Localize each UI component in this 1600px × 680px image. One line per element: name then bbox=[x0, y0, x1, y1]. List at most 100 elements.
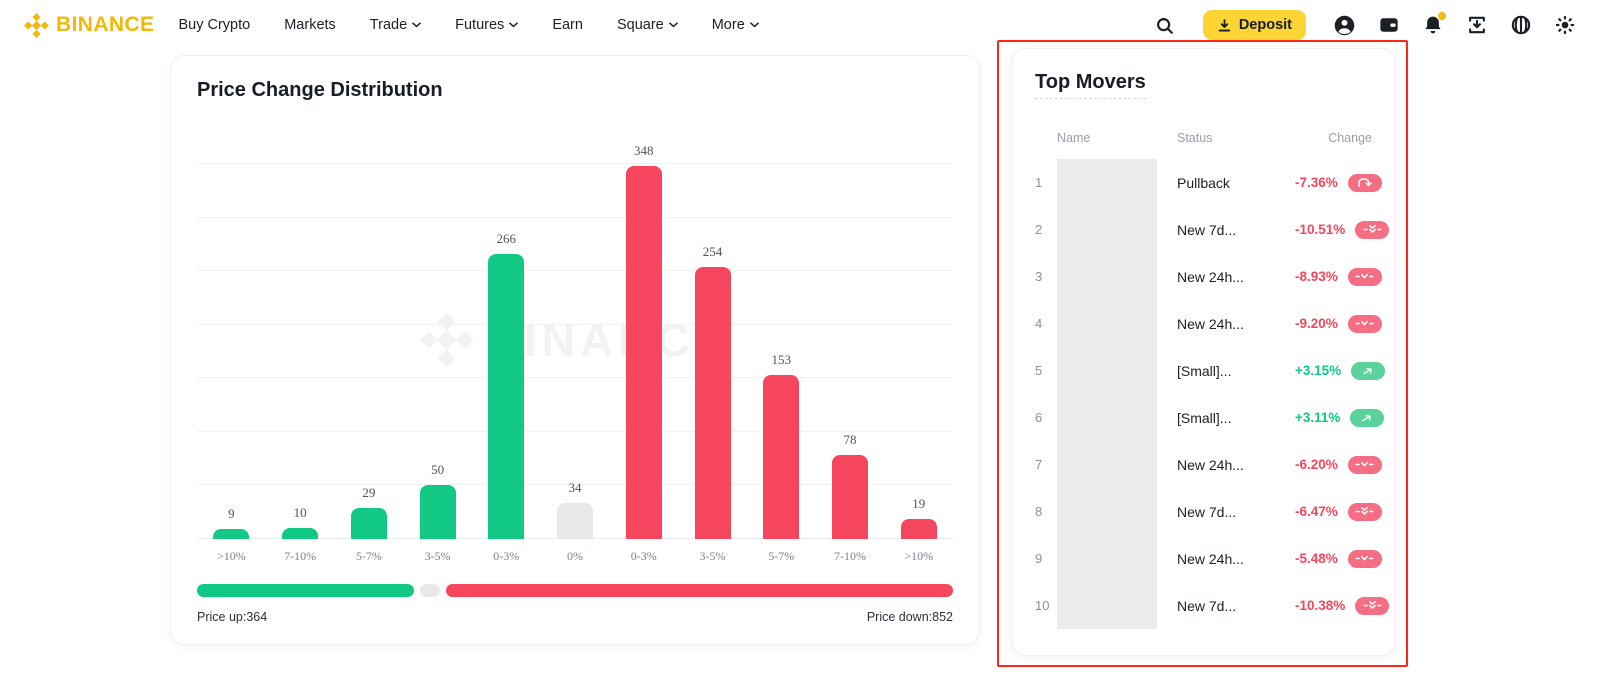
chart-footer: Price up:364 Price down:852 bbox=[197, 610, 953, 624]
table-row[interactable]: 7 New 24h... -6.20% bbox=[1035, 441, 1382, 488]
user-icon[interactable] bbox=[1333, 14, 1356, 37]
change-percent: -6.47% bbox=[1295, 504, 1338, 519]
globe-icon[interactable] bbox=[1509, 14, 1532, 37]
x-axis-tick-label: 7-10% bbox=[284, 549, 317, 563]
status-label: [Small]... bbox=[1177, 362, 1232, 379]
x-axis-tick-label: 3-5% bbox=[424, 549, 451, 563]
theme-icon[interactable] bbox=[1553, 14, 1576, 37]
neutral-segment bbox=[419, 584, 440, 597]
arrow-up-right-icon bbox=[1350, 408, 1385, 427]
chart-bar-0-3-green[interactable] bbox=[488, 254, 525, 539]
status-label: New 24h... bbox=[1177, 315, 1244, 332]
pullback-arrow-icon bbox=[1347, 173, 1382, 192]
column-header-name: Name bbox=[1057, 131, 1091, 145]
bar-slot: 29 bbox=[334, 164, 403, 539]
double-chevron-down-icon bbox=[1355, 220, 1390, 239]
name-placeholder bbox=[1057, 300, 1157, 347]
top-movers-header-row: Name Status Change bbox=[1035, 131, 1372, 145]
nav-item-more[interactable]: More bbox=[712, 17, 759, 33]
chart-bar-7-10-green[interactable] bbox=[282, 528, 319, 539]
top-movers-card: Top Movers Name Status Change 1 Pullback -… bbox=[1012, 48, 1395, 656]
gridline bbox=[197, 270, 953, 272]
bell-icon[interactable] bbox=[1421, 11, 1446, 37]
chevron-down-icon bbox=[1347, 267, 1382, 286]
chart-bar-5-7-green[interactable] bbox=[350, 507, 387, 539]
x-axis-tick-label: 5-7% bbox=[355, 549, 382, 563]
bar-slot: 34 bbox=[541, 164, 610, 539]
nav-item-label: Futures bbox=[455, 17, 505, 33]
chart-bar-10-red[interactable] bbox=[900, 518, 937, 539]
search-icon[interactable] bbox=[1153, 14, 1176, 37]
chart-plot: BINANCE 9 10 29 50 266 34 348 254 153 78 19 bbox=[197, 143, 953, 539]
table-row[interactable]: 8 New 7d... -6.47% bbox=[1035, 488, 1382, 535]
chevron-down-icon bbox=[1347, 549, 1382, 568]
gridline bbox=[197, 216, 953, 218]
row-rank: 6 bbox=[1035, 410, 1043, 425]
table-row[interactable]: 6 [Small]... +3.11% bbox=[1035, 394, 1385, 441]
change-percent: -6.20% bbox=[1295, 457, 1338, 472]
bars-row: 9 10 29 50 266 34 348 254 153 78 19 bbox=[197, 143, 953, 539]
bar-slot: 78 bbox=[816, 164, 885, 539]
nav-item-square[interactable]: Square bbox=[617, 17, 678, 33]
nav-item-buy-crypto[interactable]: Buy Crypto bbox=[178, 17, 250, 33]
chart-bar-7-10-red[interactable] bbox=[831, 455, 868, 539]
up-down-ratio-bar bbox=[197, 584, 953, 597]
chevron-down-icon bbox=[1347, 455, 1382, 474]
bar-slot: 254 bbox=[678, 164, 747, 539]
table-row[interactable]: 4 New 24h... -9.20% bbox=[1035, 300, 1382, 347]
nav-item-earn[interactable]: Earn bbox=[552, 17, 583, 33]
arrow-up-right-icon bbox=[1351, 361, 1386, 380]
bar-slot: 9 bbox=[197, 164, 266, 539]
x-axis-tick-label: >10% bbox=[216, 549, 246, 563]
nav-item-futures[interactable]: Futures bbox=[455, 17, 519, 33]
row-rank: 1 bbox=[1035, 175, 1043, 190]
nav-item-label: Earn bbox=[552, 17, 583, 33]
chart-title: Price Change Distribution bbox=[197, 79, 443, 101]
bar-slot: 50 bbox=[403, 164, 472, 539]
change-percent: -10.51% bbox=[1295, 222, 1346, 237]
nav-item-markets[interactable]: Markets bbox=[284, 17, 336, 33]
nav-item-trade[interactable]: Trade bbox=[370, 17, 421, 33]
chart-bar-0-3-red[interactable] bbox=[625, 166, 662, 539]
change-percent: +3.15% bbox=[1295, 363, 1342, 378]
status-label: New 7d... bbox=[1177, 221, 1237, 238]
status-label: New 24h... bbox=[1177, 456, 1244, 473]
price-change-distribution-card: Price Change Distribution BINANCE 9 10 29 5… bbox=[170, 55, 980, 645]
gridline bbox=[197, 430, 953, 432]
nav-right-cluster: Deposit bbox=[1153, 10, 1576, 40]
table-row[interactable]: 9 New 24h... -5.48% bbox=[1035, 535, 1382, 582]
column-header-status: Status bbox=[1177, 131, 1213, 145]
chevron-down-icon bbox=[412, 22, 421, 28]
chart-bar-10-green[interactable] bbox=[213, 529, 250, 539]
x-axis-tick-label: 0% bbox=[567, 549, 584, 563]
deposit-button[interactable]: Deposit bbox=[1202, 10, 1306, 40]
name-placeholder bbox=[1057, 582, 1157, 629]
chart-bar-3-5-green[interactable] bbox=[419, 485, 456, 539]
chart-bar-3-5-red[interactable] bbox=[694, 266, 731, 539]
status-label: Pullback bbox=[1177, 174, 1230, 191]
binance-logo[interactable]: BINANCE bbox=[24, 12, 154, 38]
bar-slot: 10 bbox=[266, 164, 335, 539]
chart-bar-0-neutral[interactable] bbox=[557, 502, 594, 539]
change-percent: -9.20% bbox=[1295, 316, 1338, 331]
chevron-down-icon bbox=[749, 22, 759, 28]
nav-item-label: Markets bbox=[284, 17, 336, 33]
table-row[interactable]: 3 New 24h... -8.93% bbox=[1035, 253, 1382, 300]
app-download-icon[interactable] bbox=[1465, 14, 1488, 37]
table-row[interactable]: 1 Pullback -7.36% bbox=[1035, 159, 1382, 206]
table-row[interactable]: 10 New 7d... -10.38% bbox=[1035, 582, 1390, 629]
gridline bbox=[197, 323, 953, 325]
chart-bar-5-7-red[interactable] bbox=[763, 375, 800, 539]
bar-value-label: 254 bbox=[702, 243, 723, 259]
x-axis-labels: >10% 7-10% 5-7% 3-5% 0-3% 0% 0-3% 3-5% 5-7% 7-10%… bbox=[197, 549, 953, 564]
table-row[interactable]: 5 [Small]... +3.15% bbox=[1035, 347, 1386, 394]
table-row[interactable]: 2 New 7d... -10.51% bbox=[1035, 206, 1390, 253]
x-axis-tick-label: 0-3% bbox=[493, 549, 520, 563]
top-movers-title: Top Movers bbox=[1035, 71, 1146, 99]
nav-item-label: Square bbox=[616, 17, 664, 33]
price-down-total: Price down:852 bbox=[866, 610, 953, 624]
wallet-icon[interactable] bbox=[1377, 14, 1400, 37]
nav-item-label: Trade bbox=[369, 17, 408, 33]
bar-slot: 348 bbox=[609, 143, 678, 539]
